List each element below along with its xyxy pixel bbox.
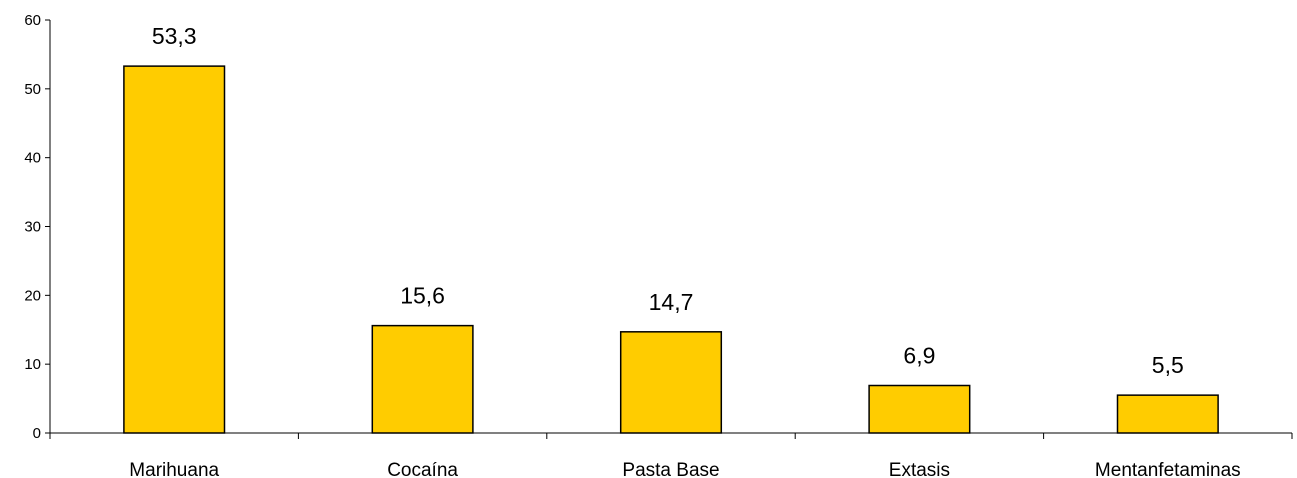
y-tick-label: 60: [24, 12, 41, 29]
x-tick-label: Marihuana: [129, 460, 219, 478]
y-tick-label: 10: [24, 356, 41, 373]
y-tick-label: 20: [24, 287, 41, 304]
x-tick-label: Cocaína: [387, 460, 458, 478]
x-tick-label: Mentanfetaminas: [1095, 460, 1241, 478]
data-labels: 53,3 15,6 14,7 6,9 5,5: [152, 23, 1184, 378]
data-label: 14,7: [649, 289, 694, 315]
bar: [123, 65, 226, 434]
y-tick-label: 0: [33, 425, 41, 442]
y-tick-label: 40: [24, 150, 41, 167]
y-tick-label: 50: [24, 81, 41, 98]
bar: [868, 384, 971, 434]
data-label: 53,3: [152, 23, 197, 49]
x-tick-label: Extasis: [889, 460, 950, 478]
data-label: 6,9: [903, 343, 935, 369]
y-axis: 0 10 20 30 40 50 60: [24, 12, 51, 442]
x-tick-label: Pasta Base: [622, 460, 719, 478]
bar: [1116, 394, 1219, 434]
x-axis: Marihuana Cocaína Pasta Base Extasis Mentanf…: [49, 432, 1293, 478]
bar: [619, 331, 723, 434]
bar: [371, 324, 474, 434]
bars: [123, 65, 1219, 434]
y-tick-label: 30: [24, 219, 41, 236]
data-label: 5,5: [1152, 352, 1184, 378]
data-label: 15,6: [400, 283, 445, 309]
